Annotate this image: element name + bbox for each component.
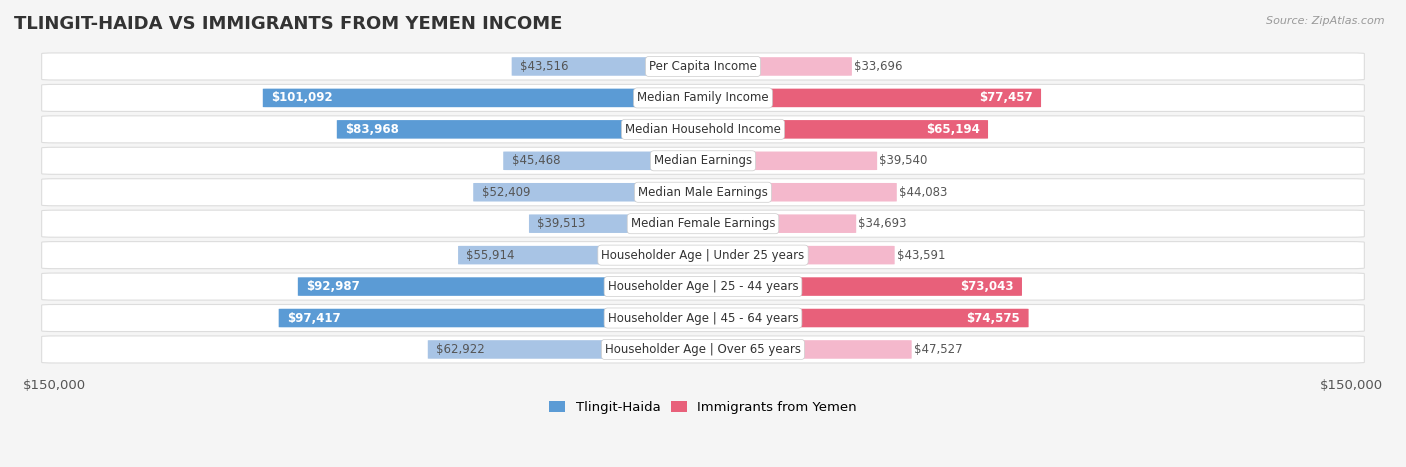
Text: Median Female Earnings: Median Female Earnings bbox=[631, 217, 775, 230]
FancyBboxPatch shape bbox=[278, 309, 706, 327]
FancyBboxPatch shape bbox=[42, 53, 1364, 80]
Text: Householder Age | Over 65 years: Householder Age | Over 65 years bbox=[605, 343, 801, 356]
Text: $77,457: $77,457 bbox=[979, 92, 1032, 105]
FancyBboxPatch shape bbox=[503, 151, 706, 170]
FancyBboxPatch shape bbox=[700, 246, 894, 264]
FancyBboxPatch shape bbox=[42, 273, 1364, 300]
Text: $33,696: $33,696 bbox=[853, 60, 903, 73]
FancyBboxPatch shape bbox=[529, 214, 706, 233]
Text: Source: ZipAtlas.com: Source: ZipAtlas.com bbox=[1267, 16, 1385, 26]
FancyBboxPatch shape bbox=[700, 89, 1040, 107]
Text: $44,083: $44,083 bbox=[898, 186, 948, 199]
Text: Median Household Income: Median Household Income bbox=[626, 123, 780, 136]
Text: Median Earnings: Median Earnings bbox=[654, 154, 752, 167]
Text: $52,409: $52,409 bbox=[482, 186, 530, 199]
Text: $39,540: $39,540 bbox=[879, 154, 928, 167]
Text: $92,987: $92,987 bbox=[307, 280, 360, 293]
FancyBboxPatch shape bbox=[298, 277, 706, 296]
Text: $62,922: $62,922 bbox=[436, 343, 485, 356]
Text: $34,693: $34,693 bbox=[858, 217, 907, 230]
FancyBboxPatch shape bbox=[700, 57, 852, 76]
FancyBboxPatch shape bbox=[42, 241, 1364, 269]
FancyBboxPatch shape bbox=[700, 340, 911, 359]
FancyBboxPatch shape bbox=[427, 340, 706, 359]
Text: $55,914: $55,914 bbox=[467, 248, 515, 262]
FancyBboxPatch shape bbox=[337, 120, 706, 139]
Text: $65,194: $65,194 bbox=[925, 123, 980, 136]
Text: $97,417: $97,417 bbox=[287, 311, 340, 325]
FancyBboxPatch shape bbox=[700, 277, 1022, 296]
FancyBboxPatch shape bbox=[458, 246, 706, 264]
FancyBboxPatch shape bbox=[42, 304, 1364, 332]
Text: $43,516: $43,516 bbox=[520, 60, 568, 73]
Text: Median Family Income: Median Family Income bbox=[637, 92, 769, 105]
Legend: Tlingit-Haida, Immigrants from Yemen: Tlingit-Haida, Immigrants from Yemen bbox=[544, 396, 862, 419]
Text: $43,591: $43,591 bbox=[897, 248, 945, 262]
FancyBboxPatch shape bbox=[42, 210, 1364, 237]
Text: $83,968: $83,968 bbox=[346, 123, 399, 136]
Text: Median Male Earnings: Median Male Earnings bbox=[638, 186, 768, 199]
Text: $101,092: $101,092 bbox=[271, 92, 333, 105]
FancyBboxPatch shape bbox=[263, 89, 706, 107]
Text: $47,527: $47,527 bbox=[914, 343, 962, 356]
Text: $39,513: $39,513 bbox=[537, 217, 586, 230]
FancyBboxPatch shape bbox=[474, 183, 706, 202]
Text: Householder Age | Under 25 years: Householder Age | Under 25 years bbox=[602, 248, 804, 262]
FancyBboxPatch shape bbox=[42, 336, 1364, 363]
Text: $73,043: $73,043 bbox=[960, 280, 1014, 293]
FancyBboxPatch shape bbox=[42, 179, 1364, 206]
FancyBboxPatch shape bbox=[42, 85, 1364, 112]
FancyBboxPatch shape bbox=[700, 309, 1029, 327]
Text: $45,468: $45,468 bbox=[512, 154, 560, 167]
Text: $74,575: $74,575 bbox=[966, 311, 1021, 325]
FancyBboxPatch shape bbox=[42, 116, 1364, 143]
Text: Householder Age | 25 - 44 years: Householder Age | 25 - 44 years bbox=[607, 280, 799, 293]
FancyBboxPatch shape bbox=[700, 151, 877, 170]
FancyBboxPatch shape bbox=[42, 147, 1364, 174]
Text: Per Capita Income: Per Capita Income bbox=[650, 60, 756, 73]
FancyBboxPatch shape bbox=[700, 120, 988, 139]
Text: TLINGIT-HAIDA VS IMMIGRANTS FROM YEMEN INCOME: TLINGIT-HAIDA VS IMMIGRANTS FROM YEMEN I… bbox=[14, 15, 562, 33]
Text: Householder Age | 45 - 64 years: Householder Age | 45 - 64 years bbox=[607, 311, 799, 325]
FancyBboxPatch shape bbox=[700, 183, 897, 202]
FancyBboxPatch shape bbox=[700, 214, 856, 233]
FancyBboxPatch shape bbox=[512, 57, 706, 76]
